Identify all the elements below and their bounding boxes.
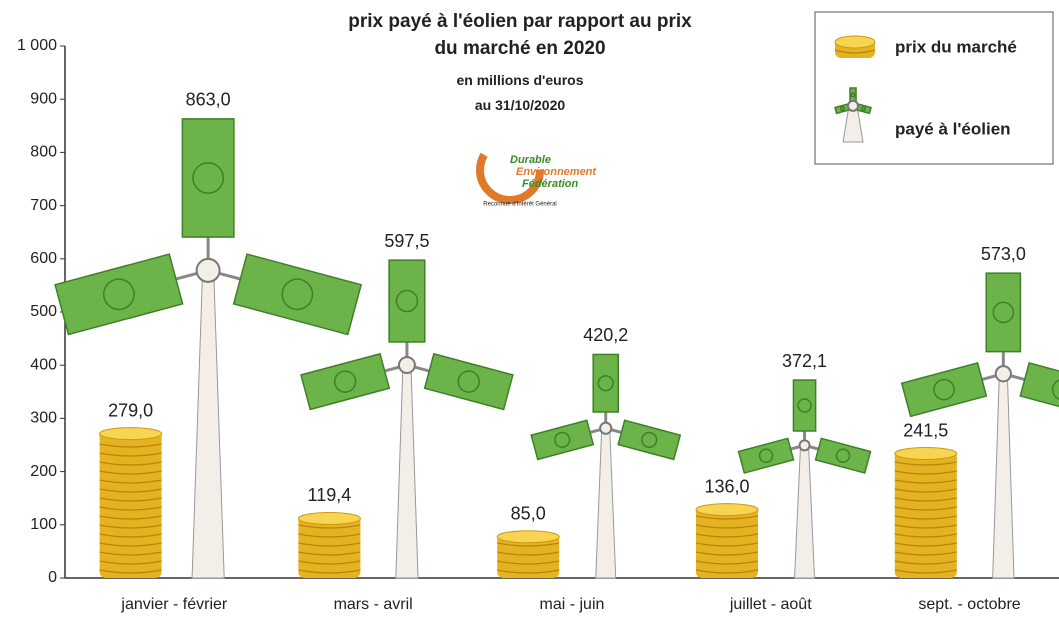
x-tick-label: juillet - août bbox=[729, 596, 812, 613]
banknote bbox=[425, 354, 513, 410]
blade bbox=[182, 119, 234, 271]
logo-tagline: Reconnue d'Intérêt Général bbox=[483, 202, 557, 208]
logo-text: Durable bbox=[510, 154, 551, 166]
chart: 0 100 200 300 400 500 600 700 800 900 1 000 janvier… bbox=[0, 0, 1059, 617]
blade bbox=[402, 348, 513, 410]
blade bbox=[802, 435, 871, 473]
blade bbox=[602, 416, 680, 459]
y-tick-label: 0 bbox=[48, 569, 57, 586]
value-label: 597,5 bbox=[384, 231, 429, 251]
x-tick-label: mars - avril bbox=[334, 596, 413, 613]
blade bbox=[739, 435, 808, 473]
legend-icon bbox=[835, 36, 875, 58]
value-label: 573,0 bbox=[981, 244, 1026, 264]
hub bbox=[399, 357, 415, 373]
banknote bbox=[389, 260, 425, 342]
banknote bbox=[593, 354, 618, 412]
legend-label: payé à l'éolien bbox=[895, 119, 1011, 138]
banknote bbox=[182, 119, 234, 237]
hub bbox=[848, 101, 858, 111]
coin-stack bbox=[100, 428, 162, 578]
coin-top bbox=[100, 428, 162, 440]
value-label: 119,4 bbox=[308, 485, 352, 505]
y-tick-label: 100 bbox=[30, 516, 57, 533]
banknote bbox=[902, 363, 987, 416]
blade bbox=[389, 260, 425, 365]
blade bbox=[201, 246, 361, 335]
hub bbox=[800, 440, 810, 450]
blade bbox=[301, 348, 412, 410]
y-tick-label: 800 bbox=[30, 144, 57, 161]
coin-top bbox=[835, 36, 875, 48]
tower bbox=[396, 365, 418, 578]
logo-text: Environnement bbox=[516, 166, 597, 178]
tower bbox=[596, 428, 616, 578]
y-tick-label: 300 bbox=[30, 410, 57, 427]
value-label: 136,0 bbox=[704, 476, 749, 496]
banknote bbox=[739, 438, 794, 473]
blade bbox=[793, 380, 815, 445]
logo-text: Fédération bbox=[522, 178, 579, 190]
banknote bbox=[618, 420, 680, 459]
hub bbox=[197, 259, 220, 282]
x-tick-label: janvier - février bbox=[120, 596, 227, 613]
y-tick-label: 500 bbox=[30, 303, 57, 320]
coin-top bbox=[497, 531, 559, 543]
tower bbox=[993, 374, 1014, 578]
value-label: 241,5 bbox=[903, 420, 948, 440]
value-label: 863,0 bbox=[186, 90, 231, 110]
x-tick-label: mai - juin bbox=[539, 596, 604, 613]
chart-title: prix payé à l'éolien par rapport au prix… bbox=[340, 8, 700, 62]
coin-body bbox=[100, 430, 162, 578]
x-tick-label: sept. - octobre bbox=[918, 596, 1020, 613]
value-label: 279,0 bbox=[108, 400, 153, 420]
banknote bbox=[816, 438, 871, 473]
subtitle: en millions d'euros bbox=[400, 72, 640, 88]
banknote bbox=[55, 254, 182, 334]
banknote bbox=[986, 273, 1020, 351]
coin-top bbox=[298, 512, 360, 524]
coin-top bbox=[696, 504, 758, 516]
legend-label: prix du marché bbox=[895, 37, 1017, 56]
blade bbox=[593, 354, 618, 428]
y-tick-label: 600 bbox=[30, 250, 57, 267]
coin-body bbox=[895, 450, 957, 578]
banknote bbox=[301, 354, 389, 410]
coin-stack bbox=[497, 531, 559, 578]
blade bbox=[531, 416, 609, 459]
banknote bbox=[531, 420, 593, 459]
turbine bbox=[739, 380, 871, 578]
value-label: 372,1 bbox=[782, 351, 827, 371]
coin-top bbox=[895, 448, 957, 460]
page: 0 100 200 300 400 500 600 700 800 900 1 000 janvier… bbox=[0, 0, 1059, 617]
coin-stack bbox=[696, 504, 758, 578]
blade bbox=[55, 246, 215, 335]
tower bbox=[192, 270, 224, 578]
value-label: 420,2 bbox=[583, 325, 628, 345]
banknote bbox=[234, 254, 361, 334]
coin-stack bbox=[298, 512, 360, 578]
subtitle: au 31/10/2020 bbox=[400, 97, 640, 113]
blade bbox=[902, 357, 1008, 416]
banknote bbox=[793, 380, 815, 431]
hub bbox=[600, 423, 611, 434]
y-tick-label: 900 bbox=[30, 90, 57, 107]
value-label: 85,0 bbox=[511, 504, 546, 524]
y-tick-label: 1 000 bbox=[17, 37, 57, 54]
y-tick-label: 200 bbox=[30, 463, 57, 480]
y-tick-label: 400 bbox=[30, 356, 57, 373]
y-tick-label: 700 bbox=[30, 197, 57, 214]
hub bbox=[996, 366, 1011, 381]
coin-stack bbox=[895, 448, 957, 578]
coin-body bbox=[696, 506, 758, 578]
blade bbox=[986, 273, 1020, 374]
tower bbox=[795, 445, 815, 578]
